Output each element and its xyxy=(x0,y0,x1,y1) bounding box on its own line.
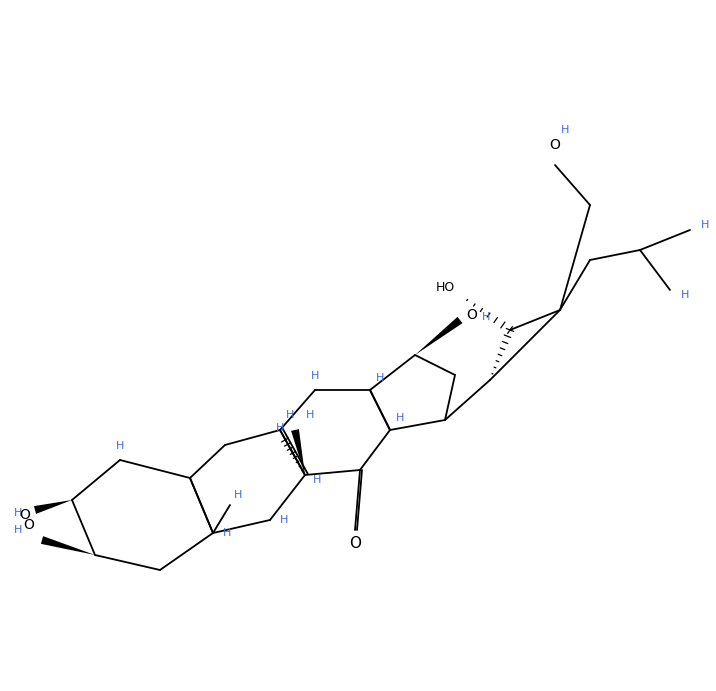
Text: H: H xyxy=(14,525,22,535)
Text: H: H xyxy=(234,490,242,500)
Text: H: H xyxy=(482,312,490,322)
Text: O: O xyxy=(19,508,31,522)
Text: H: H xyxy=(376,373,384,383)
Text: H: H xyxy=(286,410,294,420)
Text: H: H xyxy=(311,371,319,381)
Text: H: H xyxy=(561,125,569,135)
Text: O: O xyxy=(550,138,561,152)
Text: H: H xyxy=(116,441,124,451)
Text: O: O xyxy=(349,536,361,551)
Polygon shape xyxy=(41,536,95,555)
Polygon shape xyxy=(34,500,72,514)
Text: H: H xyxy=(14,508,22,518)
Text: H: H xyxy=(396,413,405,423)
Text: O: O xyxy=(467,308,478,322)
Text: HO: HO xyxy=(435,281,455,294)
Polygon shape xyxy=(291,429,305,475)
Polygon shape xyxy=(415,317,463,355)
Text: O: O xyxy=(23,518,34,532)
Text: H: H xyxy=(306,410,314,420)
Text: H: H xyxy=(223,528,231,538)
Text: H: H xyxy=(280,515,288,525)
Text: H: H xyxy=(681,290,690,300)
Text: H: H xyxy=(276,423,284,433)
Text: H: H xyxy=(313,475,321,485)
Text: H: H xyxy=(701,220,709,230)
